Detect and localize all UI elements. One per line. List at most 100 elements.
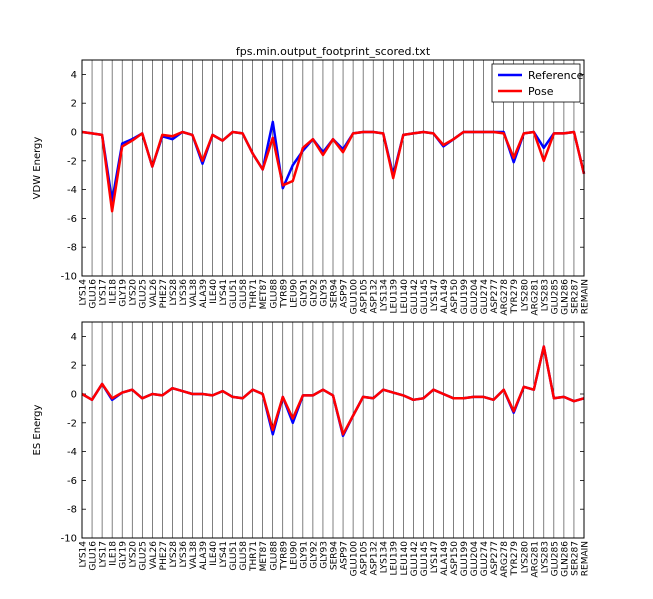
x-tick-label: ASP105 xyxy=(360,279,370,313)
legend-label-reference: Reference xyxy=(528,69,584,82)
legend-box xyxy=(491,63,581,103)
x-tick-label: LYS28 xyxy=(169,541,179,568)
y-tick-label: -6 xyxy=(67,476,77,487)
x-tick-label: LYS147 xyxy=(430,541,440,573)
y-tick-label: 2 xyxy=(71,99,77,110)
x-tick-label: LYS280 xyxy=(520,279,530,311)
x-tick-label: GLU25 xyxy=(139,541,149,571)
y-tick-label: -4 xyxy=(67,447,77,458)
x-tick-label: ASP150 xyxy=(450,541,460,576)
x-tick-label: ARG278 xyxy=(500,279,510,316)
x-tick-label: LYS41 xyxy=(219,279,229,305)
x-tick-label: TYR89 xyxy=(279,279,289,309)
y-tick-label: -2 xyxy=(67,156,77,167)
x-tick-label: GLU100 xyxy=(350,279,360,315)
legend-label-pose: Pose xyxy=(528,85,554,98)
y-axis-label: ES Energy xyxy=(32,404,43,455)
x-tick-label: GLY92 xyxy=(309,279,319,307)
x-tick-label: VAL26 xyxy=(149,279,159,307)
x-tick-label: LEU139 xyxy=(390,541,400,576)
x-tick-label: GLU100 xyxy=(350,541,360,577)
figure-title: fps.min.output_footprint_scored.txt xyxy=(236,45,431,58)
x-tick-label: LYS41 xyxy=(219,541,229,567)
x-tick-label: GLU145 xyxy=(420,279,430,314)
x-tick-label: GLU274 xyxy=(480,541,490,577)
x-tick-label: ALA39 xyxy=(199,541,209,570)
x-tick-label: ARG281 xyxy=(530,541,540,578)
x-tick-label: LYS280 xyxy=(520,541,530,573)
y-tick-label: -8 xyxy=(67,505,77,516)
x-tick-label: ASP132 xyxy=(370,541,380,575)
x-tick-label: PHE27 xyxy=(159,279,169,308)
x-tick-label: ASP150 xyxy=(450,279,460,314)
x-tick-label: GLU285 xyxy=(550,279,560,314)
x-tick-label: GLU25 xyxy=(139,279,149,309)
x-tick-label: GLU88 xyxy=(269,279,279,309)
x-tick-label: LYS14 xyxy=(79,541,89,568)
x-tick-label: GLU199 xyxy=(460,541,470,577)
x-tick-label: GLU58 xyxy=(239,541,249,571)
x-tick-label: GLU199 xyxy=(460,279,470,315)
x-tick-label: GLU51 xyxy=(229,541,239,571)
x-tick-label: LYS20 xyxy=(129,279,139,306)
x-tick-label: GLU204 xyxy=(470,541,480,577)
x-tick-label: SER94 xyxy=(330,541,340,570)
x-tick-label: GLU142 xyxy=(410,541,420,576)
x-tick-label: LYS20 xyxy=(129,541,139,568)
x-tick-label: ASP277 xyxy=(490,541,500,575)
x-tick-label: TYR279 xyxy=(510,279,520,315)
x-tick-label: ALA149 xyxy=(440,541,450,576)
x-tick-label: GLY19 xyxy=(119,541,129,569)
x-tick-label: THR71 xyxy=(249,541,259,572)
y-tick-label: -8 xyxy=(67,243,77,254)
x-tick-label: GLU142 xyxy=(410,279,420,314)
x-tick-label: GLY19 xyxy=(119,279,129,307)
y-tick-label: -4 xyxy=(67,185,77,196)
x-tick-label: GLY91 xyxy=(299,541,309,569)
x-tick-label: LEU139 xyxy=(390,279,400,314)
y-tick-label: 4 xyxy=(71,332,77,343)
y-tick-label: 0 xyxy=(71,128,77,139)
x-tick-label: LYS28 xyxy=(169,279,179,306)
x-tick-label: ILE18 xyxy=(109,279,119,304)
x-tick-label: SER287 xyxy=(570,541,580,576)
x-tick-label: LYS147 xyxy=(430,279,440,311)
series-line-pose xyxy=(81,345,585,436)
x-tick-label: ARG281 xyxy=(530,279,540,316)
x-tick-label: GLU58 xyxy=(239,279,249,309)
x-tick-label: LYS36 xyxy=(179,279,189,306)
x-tick-label: ILE40 xyxy=(209,279,219,304)
x-tick-label: GLU145 xyxy=(420,541,430,576)
x-tick-label: GLU204 xyxy=(470,279,480,315)
x-tick-label: ILE40 xyxy=(209,541,219,566)
x-tick-label: PHE27 xyxy=(159,541,169,570)
x-tick-label: MET87 xyxy=(259,279,269,309)
x-tick-label: TYR89 xyxy=(279,541,289,571)
plot-frame xyxy=(81,321,585,539)
x-tick-label: ALA39 xyxy=(199,279,209,308)
x-tick-label: ARG278 xyxy=(500,541,510,578)
x-tick-label: LEU90 xyxy=(289,279,299,308)
y-tick-label: 0 xyxy=(71,390,77,401)
y-tick-label: -6 xyxy=(67,214,77,225)
x-tick-label: GLY93 xyxy=(319,541,329,569)
x-tick-label: GLU16 xyxy=(89,279,99,309)
x-tick-label: GLY92 xyxy=(309,541,319,569)
y-tick-label: -10 xyxy=(61,272,77,283)
y-axis-label: VDW Energy xyxy=(32,137,43,200)
x-tick-label: VAL38 xyxy=(189,541,199,569)
x-tick-label: VAL26 xyxy=(149,541,159,569)
x-tick-label: SER287 xyxy=(570,279,580,314)
x-tick-label: THR71 xyxy=(249,279,259,310)
x-tick-label: ALA149 xyxy=(440,279,450,314)
x-tick-label: REMAIN xyxy=(581,541,591,576)
x-tick-label: LYS283 xyxy=(540,541,550,573)
x-tick-label: GLN286 xyxy=(560,541,570,577)
plot-frame xyxy=(81,59,585,277)
y-tick-label: -2 xyxy=(67,418,77,429)
x-tick-label: LEU90 xyxy=(289,541,299,570)
x-tick-label: ASP97 xyxy=(340,541,350,570)
